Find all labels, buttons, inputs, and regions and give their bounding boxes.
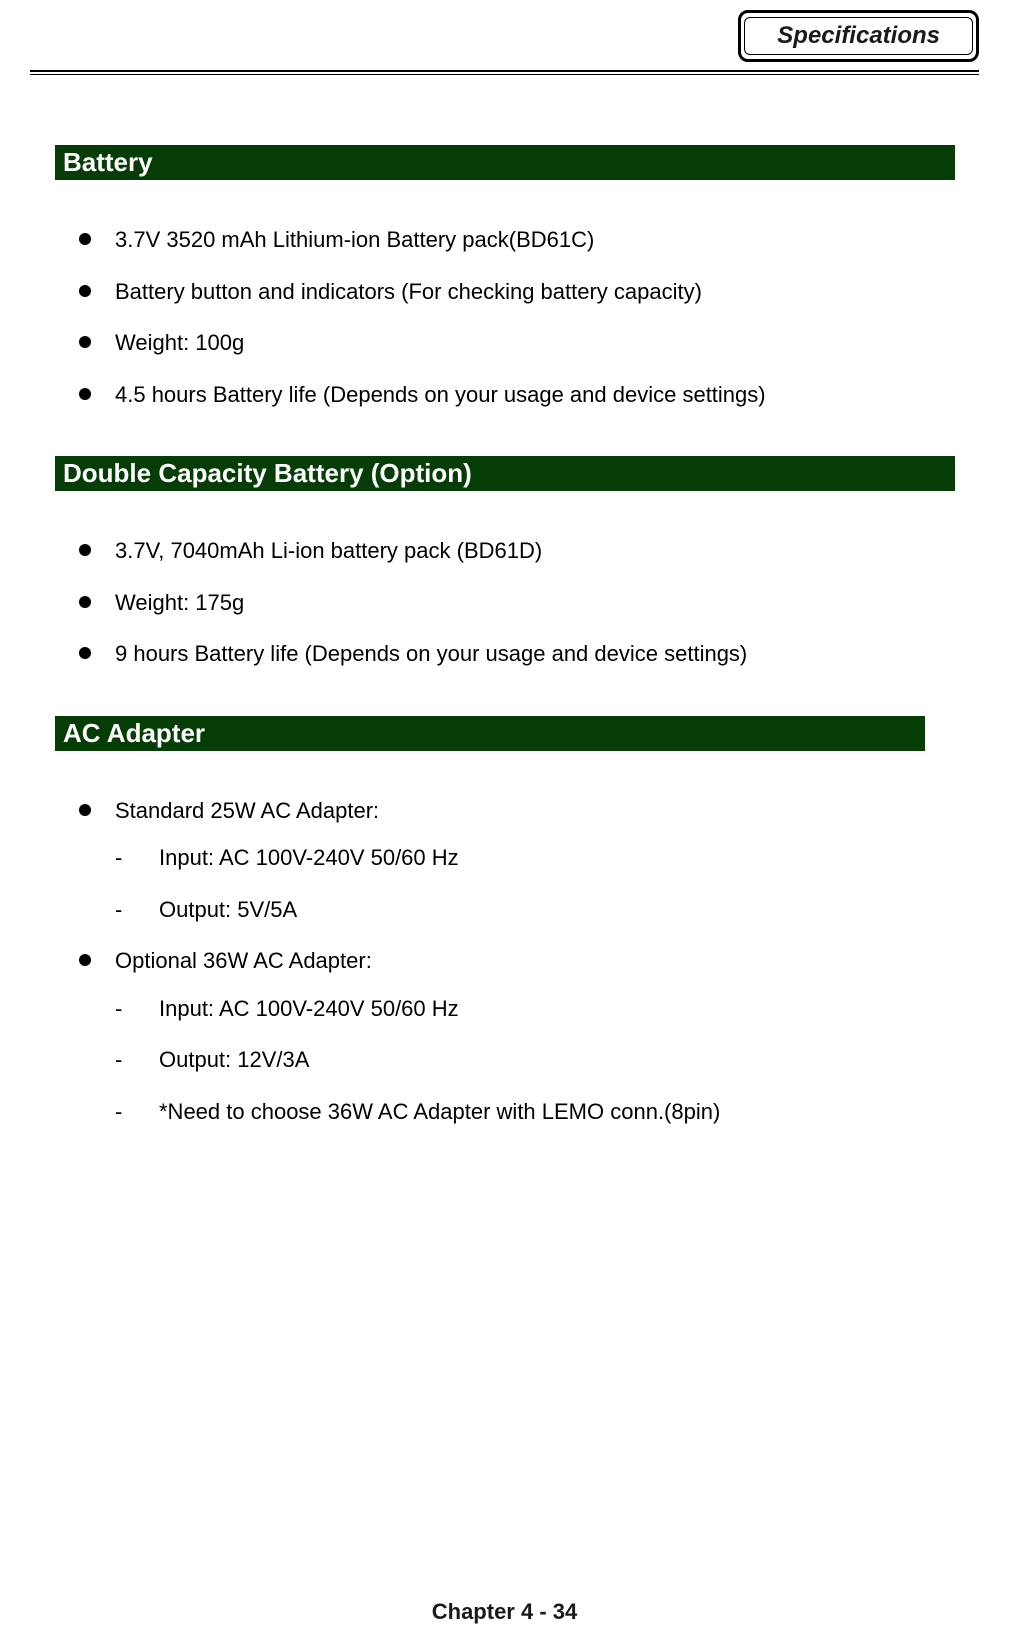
section-header: AC Adapter <box>55 716 925 751</box>
bullet-item-text: Standard 25W AC Adapter: <box>115 798 379 823</box>
bullet-list: Standard 25W AC Adapter: Input: AC 100V-2… <box>55 797 954 1126</box>
bullet-item: 4.5 hours Battery life (Depends on your … <box>55 381 954 409</box>
bullet-list: 3.7V 3520 mAh Lithium-ion Battery pack(B… <box>55 226 954 408</box>
dash-item: Output: 5V/5A <box>115 896 954 924</box>
header-tab-label: Specifications <box>744 17 973 55</box>
bullet-item: Optional 36W AC Adapter: Input: AC 100V-2… <box>55 947 954 1125</box>
section-header: Battery <box>55 145 955 180</box>
dash-item: Output: 12V/3A <box>115 1046 954 1074</box>
bullet-item: Battery button and indicators (For check… <box>55 278 954 306</box>
dash-item: Input: AC 100V-240V 50/60 Hz <box>115 995 954 1023</box>
bullet-item-text: 4.5 hours Battery life (Depends on your … <box>115 382 766 407</box>
bullet-item-text: 3.7V, 7040mAh Li-ion battery pack (BD61D… <box>115 538 542 563</box>
bullet-item-text: Battery button and indicators (For check… <box>115 279 702 304</box>
header-divider <box>30 70 979 75</box>
page-content: Battery 3.7V 3520 mAh Lithium-ion Battery… <box>55 145 954 1173</box>
bullet-item-text: 3.7V 3520 mAh Lithium-ion Battery pack(B… <box>115 227 594 252</box>
bullet-item: Weight: 100g <box>55 329 954 357</box>
section-header: Double Capacity Battery (Option) <box>55 456 955 491</box>
bullet-item: Weight: 175g <box>55 589 954 617</box>
bullet-item: 3.7V 3520 mAh Lithium-ion Battery pack(B… <box>55 226 954 254</box>
dash-item: Input: AC 100V-240V 50/60 Hz <box>115 844 954 872</box>
bullet-item: 9 hours Battery life (Depends on your us… <box>55 640 954 668</box>
dash-list: Input: AC 100V-240V 50/60 Hz Output: 5V/5… <box>115 844 954 923</box>
bullet-item-text: 9 hours Battery life (Depends on your us… <box>115 641 747 666</box>
bullet-item-text: Weight: 175g <box>115 590 244 615</box>
bullet-item-text: Weight: 100g <box>115 330 244 355</box>
bullet-item: 3.7V, 7040mAh Li-ion battery pack (BD61D… <box>55 537 954 565</box>
bullet-item-text: Optional 36W AC Adapter: <box>115 948 372 973</box>
header-tab: Specifications <box>738 10 979 62</box>
page-footer: Chapter 4 - 34 <box>0 1599 1009 1625</box>
bullet-list: 3.7V, 7040mAh Li-ion battery pack (BD61D… <box>55 537 954 668</box>
dash-list: Input: AC 100V-240V 50/60 Hz Output: 12V/… <box>115 995 954 1126</box>
bullet-item: Standard 25W AC Adapter: Input: AC 100V-2… <box>55 797 954 924</box>
dash-item: *Need to choose 36W AC Adapter with LEMO… <box>115 1098 954 1126</box>
